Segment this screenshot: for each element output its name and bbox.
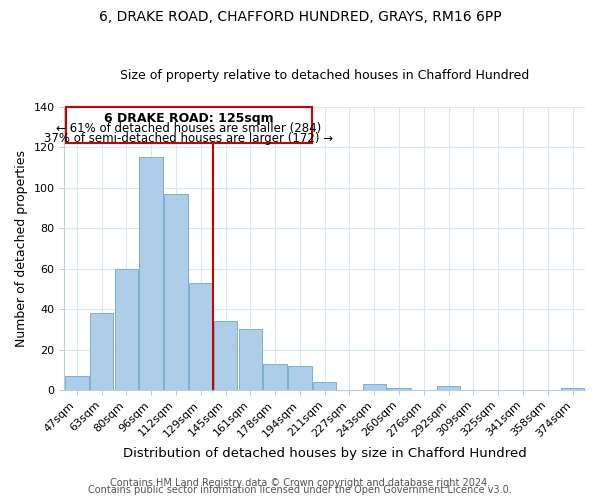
Text: Contains public sector information licensed under the Open Government Licence v3: Contains public sector information licen… [88, 485, 512, 495]
Text: Contains HM Land Registry data © Crown copyright and database right 2024.: Contains HM Land Registry data © Crown c… [110, 478, 490, 488]
Bar [65, 376, 89, 390]
Bar [139, 158, 163, 390]
Text: 6, DRAKE ROAD, CHAFFORD HUNDRED, GRAYS, RM16 6PP: 6, DRAKE ROAD, CHAFFORD HUNDRED, GRAYS, … [98, 10, 502, 24]
Bar [115, 268, 138, 390]
Text: ← 61% of detached houses are smaller (284): ← 61% of detached houses are smaller (28… [56, 122, 322, 135]
Bar [164, 194, 188, 390]
Bar [90, 313, 113, 390]
Bar [561, 388, 584, 390]
Text: 37% of semi-detached houses are larger (172) →: 37% of semi-detached houses are larger (… [44, 132, 334, 145]
Bar [288, 366, 311, 390]
Bar [313, 382, 337, 390]
Bar [437, 386, 460, 390]
Title: Size of property relative to detached houses in Chafford Hundred: Size of property relative to detached ho… [120, 69, 529, 82]
Bar [214, 321, 238, 390]
Bar [263, 364, 287, 390]
Text: 6 DRAKE ROAD: 125sqm: 6 DRAKE ROAD: 125sqm [104, 112, 274, 125]
X-axis label: Distribution of detached houses by size in Chafford Hundred: Distribution of detached houses by size … [123, 447, 527, 460]
Bar [362, 384, 386, 390]
Y-axis label: Number of detached properties: Number of detached properties [15, 150, 28, 347]
Bar [239, 330, 262, 390]
FancyBboxPatch shape [65, 107, 313, 143]
Bar [189, 283, 212, 390]
Bar [387, 388, 411, 390]
